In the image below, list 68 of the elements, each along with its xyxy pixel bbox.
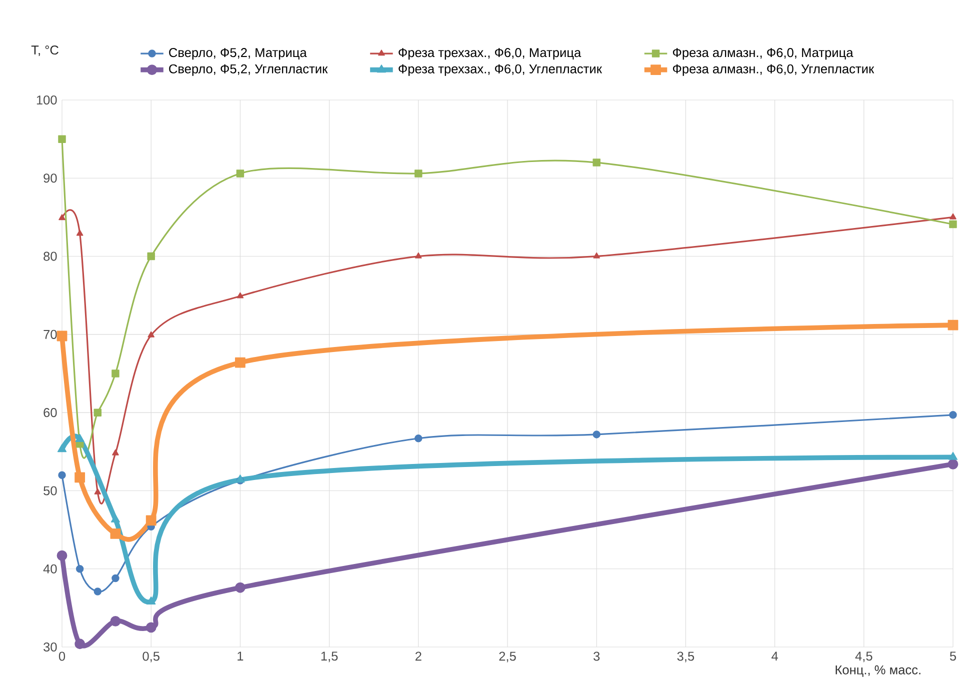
legend-label: Сверло, Ф5,2, Матрица <box>169 48 307 60</box>
point <box>593 252 600 258</box>
point <box>949 220 957 228</box>
point <box>75 434 84 442</box>
x-tick-label: 2,5 <box>499 652 516 662</box>
x-tick-label: 4,5 <box>855 652 872 662</box>
y-tick-label: 100 <box>36 95 57 105</box>
y-tick-label: 80 <box>44 252 57 261</box>
legend-label: Фреза трехзах., Ф6,0, Углепластик <box>398 64 602 76</box>
point <box>414 434 422 442</box>
legend-label: Фреза трехзах., Ф6,0, Матрица <box>398 48 582 60</box>
point <box>76 564 84 573</box>
y-tick-label: 50 <box>44 486 57 496</box>
point <box>112 449 119 456</box>
point <box>110 616 121 626</box>
y-tick-label: 40 <box>43 564 57 574</box>
point <box>146 596 156 604</box>
y-tick-label: 70 <box>44 330 57 339</box>
point <box>236 292 244 298</box>
x-tick-label: 1 <box>238 652 244 661</box>
y-axis-title: T, °C <box>31 46 58 56</box>
point <box>94 488 102 494</box>
point <box>110 514 120 522</box>
point <box>592 158 600 166</box>
x-tick-label: 4 <box>772 652 778 661</box>
point <box>592 430 600 438</box>
y-tick-label: 30 <box>44 642 57 652</box>
point <box>948 452 958 460</box>
point <box>148 331 154 338</box>
point <box>56 330 68 342</box>
x-tick-label: 2 <box>415 652 422 661</box>
point <box>112 574 120 582</box>
point <box>74 472 86 483</box>
point <box>948 458 958 470</box>
point <box>112 370 120 378</box>
point <box>146 515 156 526</box>
point <box>235 357 246 368</box>
x-tick-label: 3,5 <box>677 652 694 662</box>
x-tick-label: 0,5 <box>142 652 160 662</box>
point <box>146 622 156 633</box>
point <box>236 170 244 178</box>
y-tick-label: 60 <box>44 408 57 418</box>
point <box>414 170 422 178</box>
point <box>949 411 957 419</box>
point <box>58 214 66 220</box>
legend-label: Сверло, Ф5,2, Углепластик <box>169 64 328 76</box>
point <box>56 550 68 561</box>
point <box>147 252 155 260</box>
point <box>57 444 67 452</box>
point <box>110 528 121 539</box>
point <box>235 582 246 593</box>
point <box>950 213 956 220</box>
point <box>74 638 86 650</box>
point <box>76 230 84 236</box>
point <box>948 320 958 330</box>
point <box>94 588 102 596</box>
legend-label: Фреза алмазн., Ф6,0, Матрица <box>672 48 854 60</box>
point <box>94 408 102 416</box>
x-axis-title: Конц., % масс. <box>836 665 920 677</box>
legend-label: Фреза алмазн., Ф6,0, Углепластик <box>672 64 874 76</box>
point <box>58 135 66 143</box>
x-tick-label: 5 <box>950 652 956 661</box>
point <box>58 471 66 479</box>
x-tick-label: 0 <box>58 652 66 661</box>
x-tick-label: 1,5 <box>321 652 338 662</box>
y-tick-label: 90 <box>44 174 57 183</box>
x-tick-label: 3 <box>594 652 600 661</box>
point <box>415 252 422 258</box>
